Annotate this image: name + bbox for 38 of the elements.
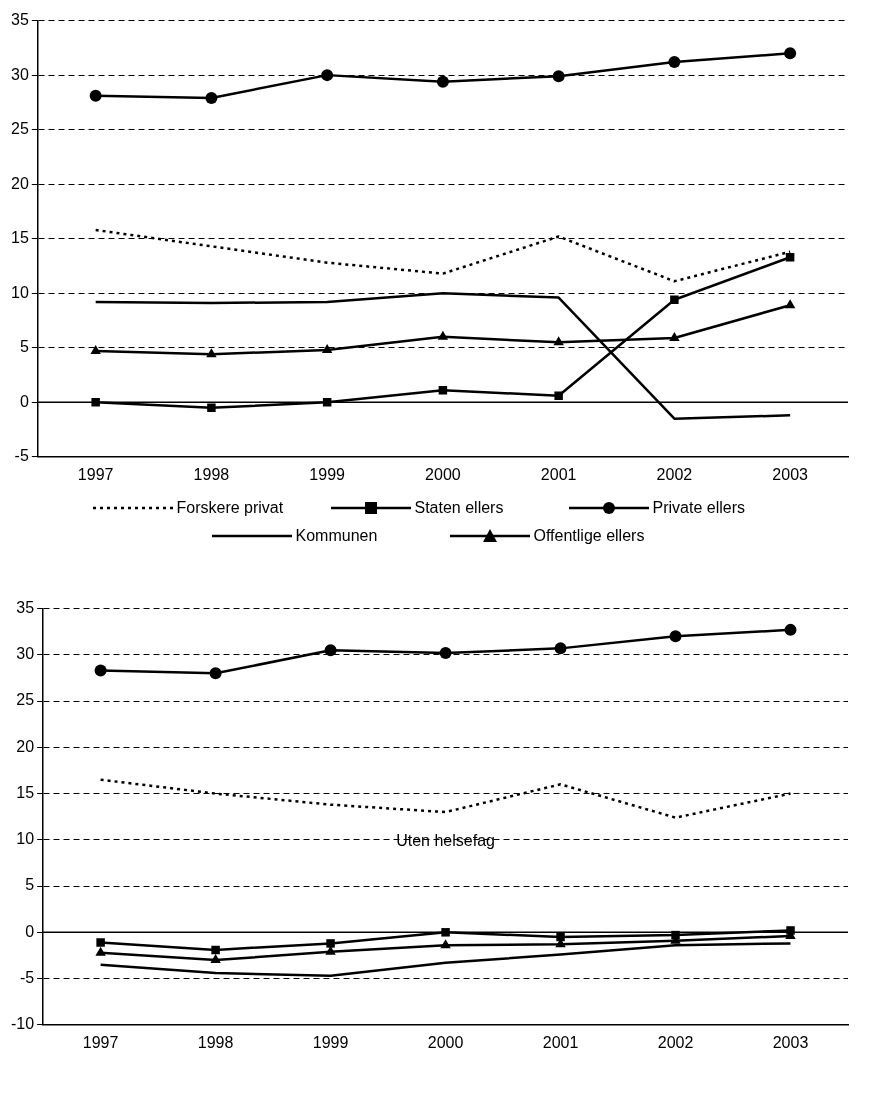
y-tick-label: 30 — [16, 645, 35, 663]
y-tick-label: -5 — [14, 447, 29, 465]
legend-label: Forskere privat — [176, 499, 284, 517]
x-tick-label: 2001 — [540, 465, 577, 483]
x-tick-label: 1999 — [312, 1033, 349, 1051]
x-tick-label: 1997 — [77, 465, 114, 483]
legend-label: Kommunen — [295, 527, 378, 545]
y-tick-label: -5 — [19, 968, 35, 986]
y-tick-label: 5 — [25, 876, 35, 894]
x-tick-label: 2002 — [657, 1033, 694, 1051]
y-tick-label: 35 — [16, 599, 35, 617]
x-tick-label: 1999 — [309, 465, 346, 483]
x-tick-label: 2003 — [772, 465, 809, 483]
x-tick-label: 2001 — [542, 1033, 579, 1051]
y-tick-label: 20 — [16, 737, 35, 755]
y-tick-label: 15 — [11, 229, 29, 247]
y-tick-label: 35 — [11, 11, 29, 29]
x-tick-label: 2000 — [425, 465, 461, 483]
x-tick-label: 2000 — [427, 1033, 464, 1051]
y-tick-label: 15 — [16, 783, 35, 801]
y-tick-label: 10 — [16, 830, 35, 848]
y-tick-label: -10 — [11, 1015, 35, 1033]
legend-label: Offentlige ellers — [533, 527, 645, 545]
y-tick-label: 0 — [25, 922, 35, 940]
y-tick-label: 0 — [19, 392, 29, 410]
x-tick-label: 1997 — [82, 1033, 119, 1051]
legend-label: Staten ellers — [414, 499, 504, 517]
y-tick-label: 25 — [11, 120, 29, 138]
y-tick-label: 30 — [11, 65, 29, 83]
x-tick-label: 1998 — [193, 465, 230, 483]
y-tick-label: 10 — [11, 283, 29, 301]
x-tick-label: 2002 — [656, 465, 693, 483]
y-tick-label: 25 — [16, 691, 35, 709]
y-tick-label: 5 — [19, 338, 29, 356]
legend-label: Private ellers — [652, 499, 745, 517]
x-tick-label: 1998 — [197, 1033, 234, 1051]
x-tick-label: 2003 — [772, 1033, 809, 1051]
y-tick-label: 20 — [11, 174, 29, 192]
